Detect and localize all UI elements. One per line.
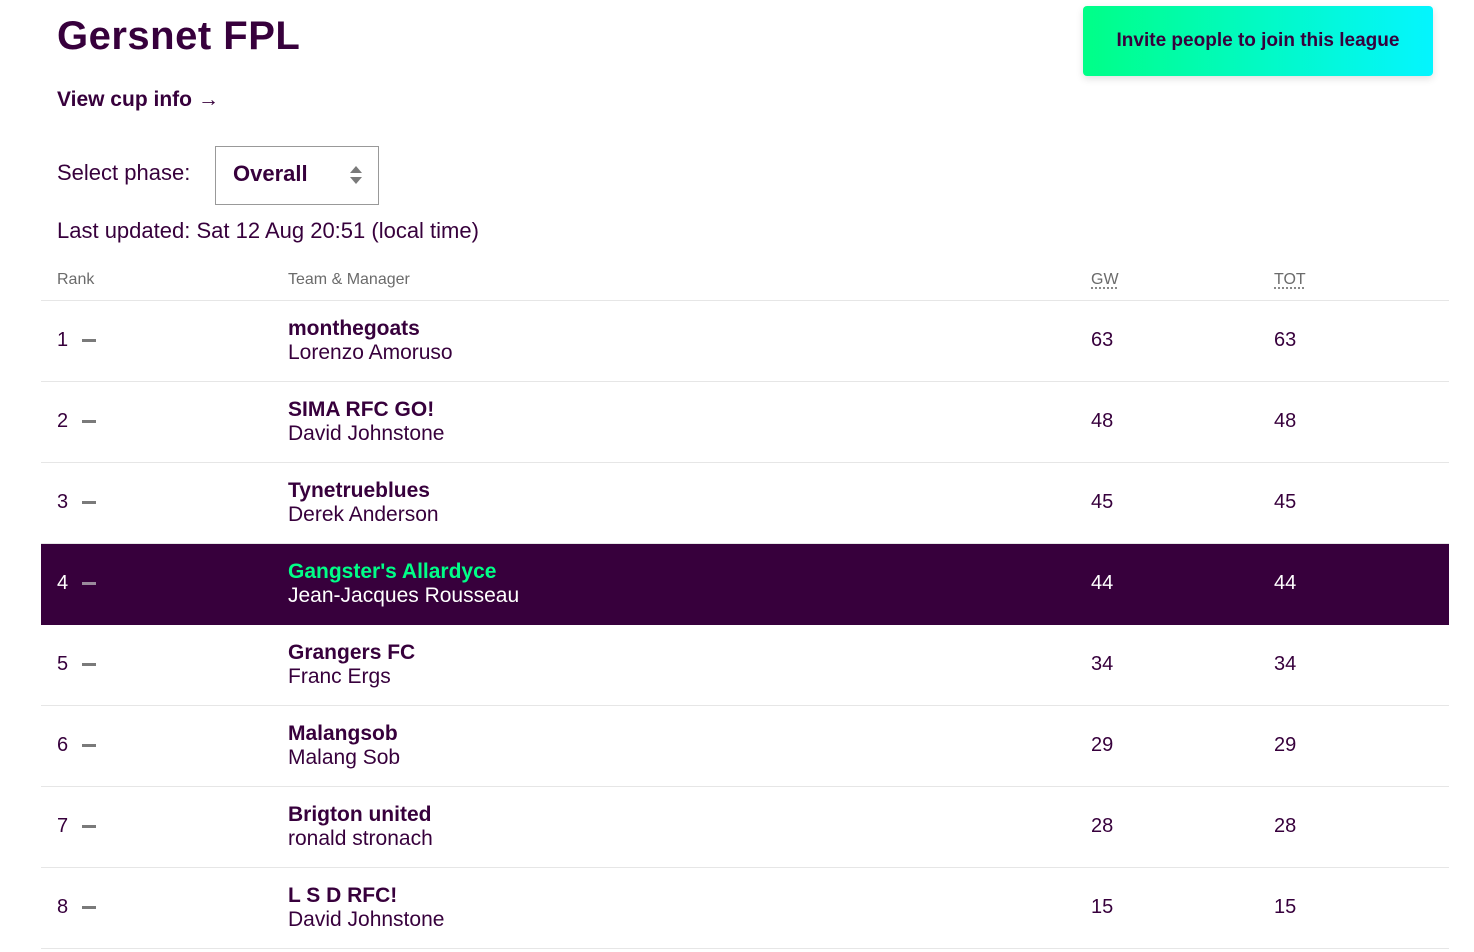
manager-name: Franc Ergs — [288, 665, 391, 688]
no-change-dash-icon — [82, 663, 96, 666]
no-change-dash-icon — [82, 906, 96, 909]
header-gw[interactable]: GW — [1091, 271, 1119, 288]
total-points: 15 — [1274, 896, 1297, 918]
rank-cell: 6 — [57, 734, 69, 756]
gw-points: 45 — [1091, 491, 1114, 513]
team-name-link[interactable]: Malangsob — [288, 722, 398, 745]
table-row[interactable]: 6 Malangsob Malang Sob 29 29 — [41, 706, 1449, 787]
total-points: 45 — [1274, 491, 1297, 513]
view-cup-info-link[interactable]: View cup info → — [57, 88, 219, 112]
total-points: 34 — [1274, 653, 1297, 675]
rank-cell: 1 — [57, 329, 69, 351]
standings-table: Rank Team & Manager GW TOT 1 monthegoats L… — [41, 262, 1449, 949]
no-change-dash-icon — [82, 420, 96, 423]
gw-points: 63 — [1091, 329, 1114, 351]
rank-cell: 7 — [57, 815, 69, 837]
phase-select[interactable]: Overall — [215, 146, 379, 205]
header-tot[interactable]: TOT — [1274, 271, 1306, 288]
gw-points: 29 — [1091, 734, 1114, 756]
rank-cell: 3 — [57, 491, 69, 513]
rank-cell: 2 — [57, 410, 69, 432]
table-row[interactable]: 7 Brigton united ronald stronach 28 28 — [41, 787, 1449, 868]
manager-name: David Johnstone — [288, 422, 445, 445]
rank-cell: 5 — [57, 653, 69, 675]
manager-name: ronald stronach — [288, 827, 433, 850]
team-name-link[interactable]: Grangers FC — [288, 641, 416, 664]
manager-name: Lorenzo Amoruso — [288, 341, 453, 364]
no-change-dash-icon — [82, 501, 96, 504]
gw-points: 15 — [1091, 896, 1114, 918]
team-name-link[interactable]: monthegoats — [288, 317, 420, 340]
table-row[interactable]: 4 Gangster's Allardyce Jean-Jacques Rousse… — [41, 544, 1449, 625]
last-updated-text: Last updated: Sat 12 Aug 20:51 (local ti… — [57, 218, 479, 243]
total-points: 28 — [1274, 815, 1297, 837]
table-row[interactable]: 3 Tynetrueblues Derek Anderson 45 45 — [41, 463, 1449, 544]
right-arrow-icon: → — [197, 88, 219, 111]
total-points: 29 — [1274, 734, 1297, 756]
phase-select-value: Overall — [233, 161, 308, 186]
manager-name: Jean-Jacques Rousseau — [288, 584, 520, 607]
team-name-link[interactable]: Tynetrueblues — [288, 479, 430, 502]
manager-name: David Johnstone — [288, 908, 445, 931]
team-name-link[interactable]: Gangster's Allardyce — [288, 560, 497, 583]
gw-points: 28 — [1091, 815, 1114, 837]
rank-cell: 8 — [57, 896, 69, 918]
team-name-link[interactable]: SIMA RFC GO! — [288, 398, 435, 421]
cup-link-label: View cup info — [57, 88, 192, 111]
invite-people-button[interactable]: Invite people to join this league — [1083, 6, 1433, 76]
manager-name: Derek Anderson — [288, 503, 439, 526]
header-rank: Rank — [57, 271, 95, 288]
table-row[interactable]: 1 monthegoats Lorenzo Amoruso 63 63 — [41, 301, 1449, 382]
total-points: 44 — [1274, 572, 1297, 594]
manager-name: Malang Sob — [288, 746, 401, 769]
table-row[interactable]: 2 SIMA RFC GO! David Johnstone 48 48 — [41, 382, 1449, 463]
gw-points: 44 — [1091, 572, 1114, 594]
no-change-dash-icon — [82, 582, 96, 585]
team-name-link[interactable]: Brigton united — [288, 803, 432, 826]
gw-points: 48 — [1091, 410, 1114, 432]
no-change-dash-icon — [82, 339, 96, 342]
table-header: Rank Team & Manager GW TOT — [41, 262, 1449, 301]
table-row[interactable]: 8 L S D RFC! David Johnstone 15 15 — [41, 868, 1449, 949]
league-title: Gersnet FPL — [57, 14, 301, 58]
total-points: 63 — [1274, 329, 1297, 351]
total-points: 48 — [1274, 410, 1297, 432]
header-team-manager: Team & Manager — [288, 271, 410, 288]
table-row[interactable]: 5 Grangers FC Franc Ergs 34 34 — [41, 625, 1449, 706]
rank-cell: 4 — [57, 572, 69, 594]
up-down-chevron-icon — [350, 166, 362, 186]
gw-points: 34 — [1091, 653, 1114, 675]
no-change-dash-icon — [82, 744, 96, 747]
phase-label: Select phase: — [57, 160, 191, 185]
no-change-dash-icon — [82, 825, 96, 828]
table-body: 1 monthegoats Lorenzo Amoruso 63 63 2 SIMA RFC… — [41, 301, 1449, 949]
team-name-link[interactable]: L S D RFC! — [288, 884, 398, 907]
